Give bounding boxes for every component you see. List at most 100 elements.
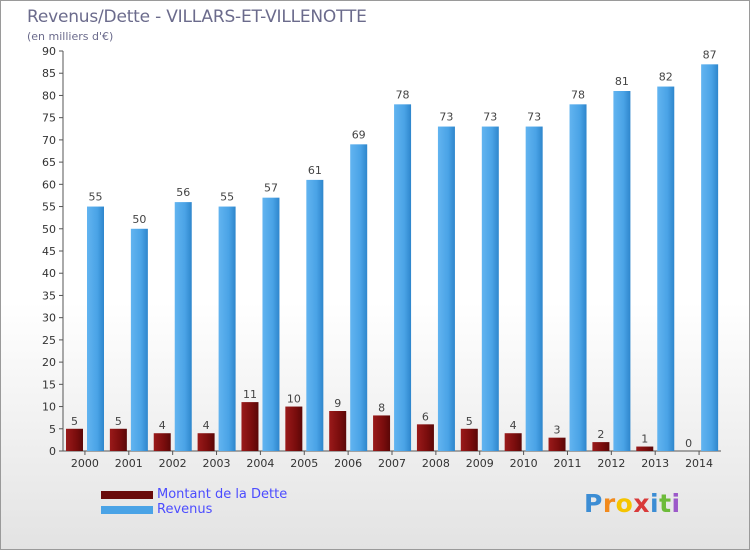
y-tick-label: 70 — [42, 134, 56, 147]
data-label-revenus: 78 — [396, 88, 410, 101]
x-tick-label: 2012 — [597, 457, 625, 470]
bar-debt — [504, 433, 522, 451]
y-tick-label: 30 — [42, 312, 56, 325]
y-tick-label: 50 — [42, 223, 56, 236]
logo-letter: i — [650, 489, 660, 518]
data-label-revenus: 50 — [132, 213, 146, 226]
bar-revenus — [87, 206, 104, 451]
data-label-debt: 9 — [334, 397, 341, 410]
legend: Montant de la Dette Revenus — [101, 487, 287, 517]
bar-revenus — [174, 202, 192, 451]
bar-debt — [373, 415, 391, 451]
bar-revenus — [657, 86, 675, 452]
x-tick-label: 2003 — [203, 457, 231, 470]
bar-revenus — [394, 104, 412, 451]
y-tick-label: 55 — [42, 201, 56, 214]
data-label-debt: 3 — [554, 424, 561, 437]
data-label-revenus: 73 — [527, 111, 541, 124]
x-tick-label: 2013 — [641, 457, 669, 470]
data-label-revenus: 78 — [571, 88, 585, 101]
x-tick-label: 2010 — [510, 457, 538, 470]
y-tick-label: 45 — [42, 245, 56, 258]
y-tick-label: 90 — [42, 45, 56, 58]
data-label-debt: 10 — [287, 393, 301, 406]
data-label-debt: 1 — [641, 433, 648, 446]
legend-label-debt: Montant de la Dette — [157, 487, 288, 502]
y-tick-label: 75 — [42, 112, 56, 125]
x-tick-label: 2011 — [553, 457, 581, 470]
bar-revenus — [569, 104, 587, 451]
data-label-revenus: 82 — [659, 71, 673, 84]
bar-debt — [460, 428, 478, 451]
chart-title: Revenus/Dette - VILLARS-ET-VILLENOTTE — [27, 7, 367, 27]
logo-letter: x — [633, 489, 650, 518]
bar-debt — [329, 411, 347, 451]
x-tick-label: 2005 — [290, 457, 318, 470]
y-tick-label: 35 — [42, 289, 56, 302]
x-tick-label: 2002 — [159, 457, 187, 470]
legend-label-revenus: Revenus — [157, 502, 213, 517]
bar-debt — [66, 428, 83, 451]
bar-revenus — [613, 91, 631, 451]
x-tick-label: 2008 — [422, 457, 450, 470]
x-tick-label: 2007 — [378, 457, 406, 470]
logo-letter: t — [659, 489, 672, 518]
data-label-revenus: 69 — [352, 128, 366, 141]
data-label-revenus: 87 — [703, 48, 717, 61]
y-tick-label: 60 — [42, 178, 56, 191]
bar-debt — [592, 442, 610, 451]
data-label-revenus: 73 — [439, 111, 453, 124]
data-label-debt: 6 — [422, 410, 429, 423]
data-label-revenus: 73 — [483, 111, 497, 124]
bar-debt — [285, 406, 303, 451]
data-label-revenus: 57 — [264, 182, 278, 195]
y-tick-label: 20 — [42, 356, 56, 369]
x-tick-label: 2006 — [334, 457, 362, 470]
y-tick-label: 15 — [42, 378, 56, 391]
data-label-debt: 4 — [510, 419, 517, 432]
bar-revenus — [218, 206, 236, 451]
data-label-debt: 8 — [378, 401, 385, 414]
bar-revenus — [701, 64, 719, 452]
y-tick-label: 65 — [42, 156, 56, 169]
bar-debt — [197, 433, 215, 451]
data-label-debt: 5 — [115, 415, 122, 428]
y-tick-label: 0 — [49, 445, 56, 458]
data-label-debt: 0 — [685, 437, 692, 450]
bar-debt — [109, 428, 127, 451]
bar-debt — [416, 424, 434, 451]
bar-debt — [636, 446, 654, 451]
logo-letter: r — [602, 489, 616, 518]
logo-letter: P — [584, 489, 603, 518]
data-label-debt: 4 — [159, 419, 166, 432]
x-tick-label: 2004 — [246, 457, 274, 470]
bar-revenus — [306, 179, 324, 451]
y-tick-label: 25 — [42, 334, 56, 347]
data-label-revenus: 81 — [615, 75, 629, 88]
data-label-revenus: 55 — [220, 191, 234, 204]
y-tick-label: 10 — [42, 401, 56, 414]
data-label-debt: 5 — [71, 415, 78, 428]
bar-revenus — [350, 144, 368, 452]
y-tick-label: 40 — [42, 267, 56, 280]
data-label-revenus: 55 — [89, 191, 103, 204]
data-label-debt: 5 — [466, 415, 473, 428]
legend-item-debt: Montant de la Dette — [101, 487, 287, 502]
logo-letter: o — [615, 489, 634, 518]
data-label-revenus: 56 — [176, 186, 190, 199]
data-label-debt: 4 — [203, 419, 210, 432]
y-tick-label: 80 — [42, 89, 56, 102]
legend-swatch-revenus — [101, 505, 153, 514]
bar-debt — [241, 402, 259, 451]
data-label-debt: 2 — [597, 428, 604, 441]
bar-revenus — [262, 197, 280, 451]
legend-item-revenus: Revenus — [101, 502, 287, 517]
bar-revenus — [481, 126, 499, 452]
x-tick-label: 2000 — [71, 457, 99, 470]
data-label-revenus: 61 — [308, 164, 322, 177]
bar-revenus — [130, 228, 148, 451]
chart-subtitle: (en milliers d'€) — [27, 30, 114, 43]
x-tick-label: 2014 — [685, 457, 713, 470]
